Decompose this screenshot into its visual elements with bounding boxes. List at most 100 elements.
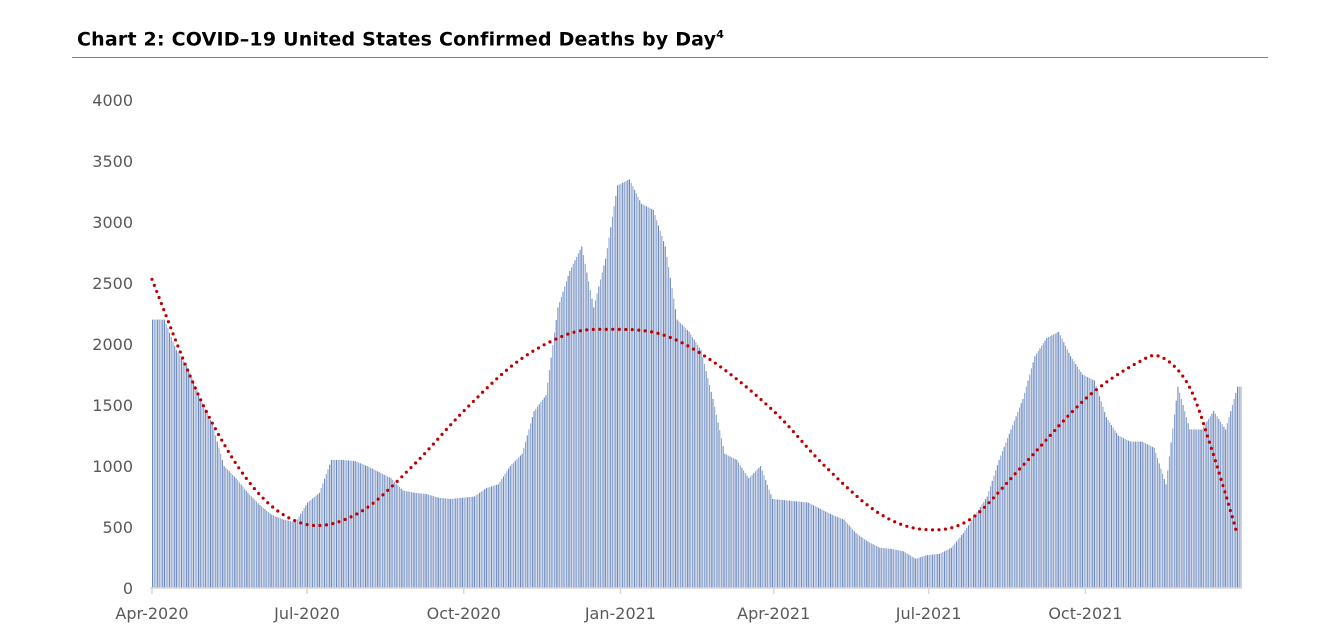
bar	[1189, 429, 1191, 588]
bar	[300, 513, 302, 588]
bar	[972, 517, 975, 588]
bar	[744, 472, 746, 588]
y-tick-label: 2000	[92, 335, 133, 354]
bar	[477, 494, 479, 588]
bar	[470, 496, 472, 588]
bar-week	[962, 517, 975, 588]
bar	[795, 501, 797, 588]
bar	[324, 478, 326, 588]
y-tick-label: 2500	[92, 274, 133, 293]
bar	[637, 196, 639, 589]
bar	[434, 496, 436, 588]
bar	[201, 402, 203, 588]
bar	[1160, 468, 1162, 588]
bar	[816, 506, 818, 588]
bar	[892, 549, 895, 588]
bar	[433, 496, 435, 588]
bar	[981, 504, 983, 588]
bar	[482, 490, 484, 588]
bar	[601, 272, 603, 588]
bar	[1085, 376, 1087, 588]
bar	[998, 459, 1000, 588]
bar	[1075, 364, 1077, 588]
bar	[846, 523, 849, 588]
bar	[443, 498, 445, 588]
bar	[347, 460, 349, 588]
bar	[1194, 429, 1196, 588]
bar	[904, 552, 906, 588]
bar-week	[295, 505, 307, 588]
bar	[419, 493, 421, 588]
bar	[695, 342, 697, 588]
bar-week	[1117, 435, 1130, 588]
bar	[317, 494, 319, 588]
bar	[1172, 428, 1174, 588]
bar	[811, 504, 813, 588]
bar-week	[199, 398, 212, 588]
bar	[438, 497, 440, 588]
bar	[630, 182, 632, 589]
bar	[1156, 458, 1159, 588]
bar	[221, 459, 223, 588]
bar	[915, 558, 917, 588]
bar	[204, 409, 206, 588]
bar-week	[307, 494, 319, 588]
bar	[1221, 424, 1223, 588]
bar	[169, 332, 171, 588]
bar-week	[974, 499, 987, 588]
bar	[492, 485, 494, 588]
bar	[1078, 369, 1080, 588]
bar	[206, 412, 208, 588]
bar	[690, 334, 692, 588]
bar	[187, 368, 189, 588]
bar	[1087, 377, 1089, 588]
bar	[686, 330, 688, 588]
bar	[1155, 452, 1157, 588]
bar	[293, 521, 295, 588]
bar	[548, 370, 550, 588]
bar-week	[831, 514, 843, 588]
y-tick-label: 3000	[92, 213, 133, 232]
bar	[1049, 336, 1051, 588]
bar	[843, 519, 845, 588]
bar	[969, 522, 971, 588]
chart-title-text: Chart 2: COVID–19 United States Confirme…	[77, 28, 717, 51]
bar	[577, 253, 579, 588]
bar	[855, 533, 857, 588]
x-tick-label: Oct-2021	[1048, 604, 1122, 623]
y-tick-label: 0	[123, 579, 133, 598]
bar	[177, 352, 179, 588]
bar	[863, 539, 866, 588]
bar-week	[545, 319, 557, 588]
bar	[944, 551, 946, 588]
bar	[152, 319, 154, 588]
bar	[538, 404, 540, 588]
bar	[519, 455, 522, 588]
bar	[702, 357, 704, 588]
bar	[651, 208, 653, 588]
bar	[766, 484, 768, 588]
bar	[1209, 416, 1211, 588]
bar	[559, 302, 561, 588]
bar	[634, 189, 636, 588]
bar-week	[879, 547, 891, 588]
bar	[898, 550, 900, 588]
bars	[152, 179, 1242, 589]
bar	[678, 321, 680, 588]
bar	[789, 500, 791, 588]
bar	[450, 498, 452, 588]
bar	[160, 319, 162, 588]
bar	[867, 541, 869, 588]
bar	[858, 535, 860, 588]
bar	[153, 319, 155, 588]
bar	[800, 501, 803, 588]
bar	[479, 492, 481, 588]
bar	[1018, 407, 1021, 588]
bar	[1017, 411, 1019, 588]
bar	[1185, 417, 1187, 588]
bar	[571, 267, 573, 588]
bar-week	[772, 498, 784, 588]
bar	[250, 496, 252, 588]
bar-week	[1010, 403, 1022, 588]
bar	[596, 293, 598, 588]
